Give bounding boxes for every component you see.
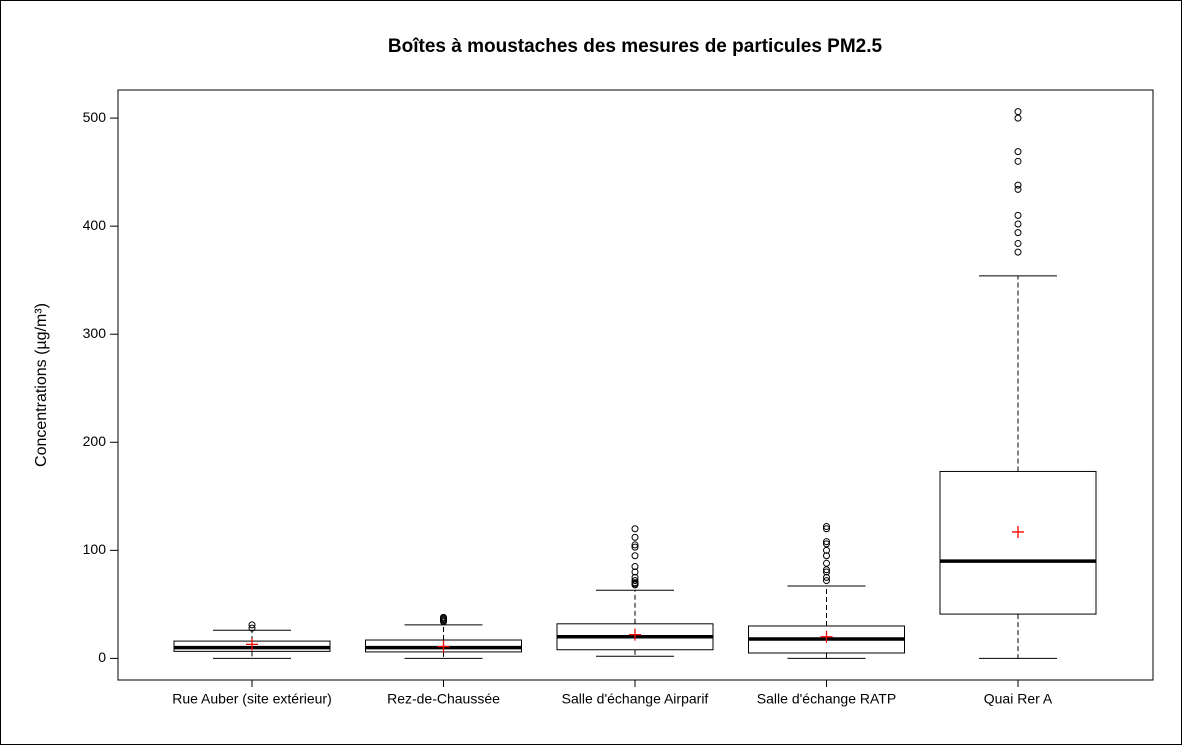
outlier bbox=[1014, 148, 1022, 156]
outlier bbox=[631, 563, 639, 571]
y-tick-label: 300 bbox=[83, 325, 107, 341]
outlier bbox=[823, 552, 830, 560]
box bbox=[939, 470, 1097, 615]
outlier bbox=[1014, 185, 1022, 193]
mean-marker bbox=[437, 640, 450, 653]
x-tick-label: Rue Auber (site extérieur) bbox=[172, 691, 332, 707]
y-tick-label: 400 bbox=[83, 217, 107, 233]
outlier bbox=[631, 541, 639, 549]
outlier bbox=[823, 559, 830, 567]
outlier bbox=[631, 525, 639, 533]
y-tick-label: 100 bbox=[83, 541, 107, 557]
outlier bbox=[1014, 108, 1022, 116]
outlier bbox=[248, 621, 256, 629]
x-tick-label: Rez-de-Chaussée bbox=[387, 691, 500, 707]
outlier bbox=[823, 573, 830, 581]
outlier bbox=[1014, 220, 1022, 228]
outlier bbox=[631, 579, 639, 587]
mean-marker bbox=[246, 638, 258, 651]
outlier bbox=[248, 624, 256, 632]
mean-marker bbox=[629, 628, 641, 641]
outlier bbox=[1014, 229, 1022, 237]
outlier bbox=[823, 540, 830, 548]
outlier bbox=[1014, 239, 1022, 247]
x-tick-label: Quai Rer A bbox=[984, 691, 1053, 707]
outlier bbox=[823, 568, 830, 576]
mean-marker bbox=[820, 630, 833, 643]
outlier bbox=[631, 577, 639, 585]
outlier bbox=[823, 523, 830, 531]
outlier bbox=[823, 538, 830, 546]
outlier bbox=[631, 543, 639, 551]
outlier bbox=[440, 613, 447, 621]
outlier bbox=[1014, 248, 1022, 256]
y-axis-label: Concentrations (µg/m³) bbox=[33, 303, 50, 467]
x-tick-label: Salle d'échange Airparif bbox=[562, 691, 709, 707]
outlier bbox=[1014, 211, 1022, 219]
outlier bbox=[631, 533, 639, 541]
outlier bbox=[631, 573, 639, 581]
outlier bbox=[631, 568, 639, 576]
y-tick-label: 200 bbox=[83, 433, 107, 449]
outlier bbox=[823, 577, 830, 585]
chart-title: Boîtes à moustaches des mesures de parti… bbox=[388, 36, 883, 57]
outlier bbox=[823, 525, 830, 533]
x-tick-label: Salle d'échange RATP bbox=[757, 691, 896, 707]
y-tick-label: 500 bbox=[83, 109, 107, 125]
y-tick-label: 0 bbox=[98, 649, 106, 665]
outlier bbox=[1014, 157, 1022, 165]
outlier bbox=[1014, 181, 1022, 189]
outlier bbox=[631, 552, 639, 560]
mean-marker bbox=[1012, 525, 1024, 538]
